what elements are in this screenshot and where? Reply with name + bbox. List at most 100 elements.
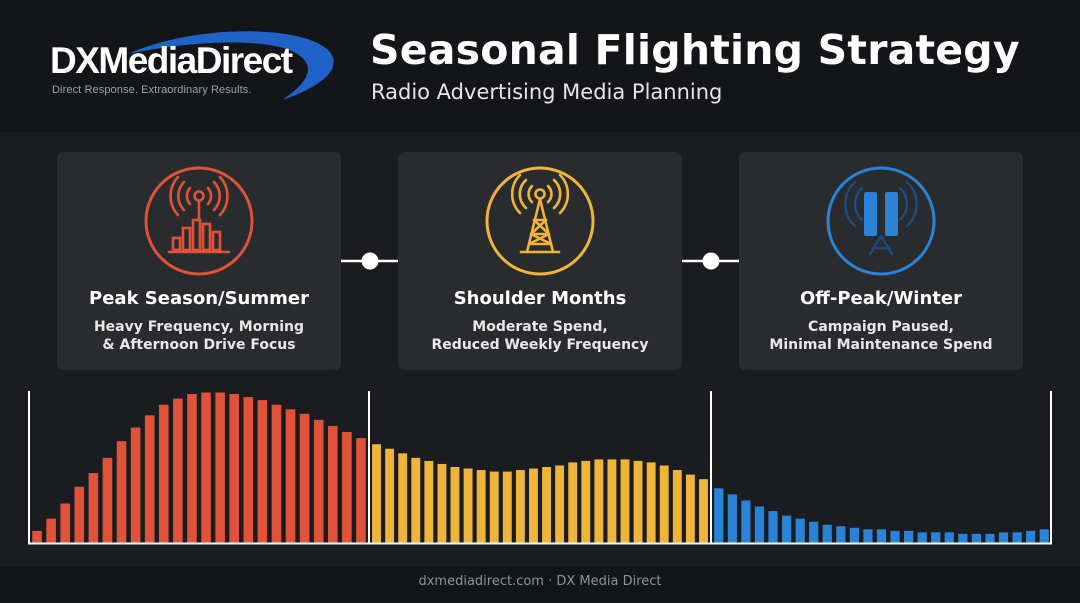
chart-bar bbox=[313, 419, 324, 543]
chart-bar bbox=[646, 462, 656, 543]
chart-bar bbox=[398, 453, 408, 543]
chart-bar bbox=[1039, 529, 1049, 543]
chart-bar bbox=[768, 511, 778, 543]
phase-card-peak: Peak Season/Summer Heavy Frequency, Morn… bbox=[57, 152, 341, 370]
chart-bar bbox=[74, 486, 85, 543]
flighting-bar-chart bbox=[28, 391, 1052, 545]
chart-bar bbox=[529, 468, 538, 543]
chart-bar bbox=[822, 524, 832, 543]
chart-bar bbox=[489, 471, 499, 543]
chart-bar bbox=[243, 397, 254, 543]
phase-description-line: Heavy Frequency, Morning bbox=[93, 319, 305, 335]
chart-bar bbox=[32, 530, 42, 543]
radio-signal-bars-icon bbox=[142, 164, 256, 278]
chart-bar bbox=[1026, 530, 1036, 543]
chart-bar bbox=[659, 465, 669, 543]
phase-description-line: Moderate Spend, bbox=[472, 319, 608, 335]
phase-description-line: Reduced Weekly Frequency bbox=[431, 337, 649, 353]
chart-bar bbox=[60, 503, 70, 543]
chart-bar bbox=[568, 462, 578, 543]
chart-bar bbox=[229, 394, 239, 543]
phase-description-line: Minimal Maintenance Spend bbox=[769, 337, 993, 353]
chart-bar bbox=[727, 494, 737, 543]
phase-description: Moderate Spend, Reduced Weekly Frequency bbox=[404, 318, 676, 354]
chart-bar bbox=[385, 448, 395, 543]
phase-title: Peak Season/Summer bbox=[89, 288, 309, 309]
chart-bar bbox=[201, 392, 211, 543]
chart-bar bbox=[476, 470, 486, 543]
chart-bar bbox=[795, 518, 805, 543]
chart-bar bbox=[328, 425, 338, 543]
chart-bar bbox=[502, 471, 512, 543]
chart-bar bbox=[372, 444, 381, 543]
page-subtitle: Radio Advertising Media Planning bbox=[371, 80, 723, 104]
chart-bar bbox=[424, 460, 434, 543]
footer-bar: dxmediadirect.com · DX Media Direct bbox=[0, 566, 1080, 603]
chart-bar bbox=[863, 529, 873, 543]
phase-description: Heavy Frequency, Morning & Afternoon Dri… bbox=[63, 318, 335, 354]
chart-bar bbox=[931, 532, 941, 543]
chart-bar bbox=[714, 488, 724, 543]
phase-description-line: & Afternoon Drive Focus bbox=[102, 337, 296, 353]
brand-logo: DXMediaDirect Direct Response. Extraordi… bbox=[44, 30, 344, 105]
chart-bar bbox=[257, 400, 268, 543]
chart-bar bbox=[754, 506, 765, 543]
chart-bar bbox=[299, 413, 310, 543]
chart-bar bbox=[515, 470, 525, 543]
chart-bar bbox=[998, 532, 1009, 543]
chart-bar bbox=[809, 521, 819, 543]
chart-bar bbox=[890, 530, 900, 543]
phase-card-off-peak: Off-Peak/Winter Campaign Paused, Minimal… bbox=[739, 152, 1023, 370]
chart-bar bbox=[594, 459, 604, 543]
chart-bar bbox=[555, 465, 565, 543]
chart-bar bbox=[215, 392, 225, 543]
chart-bar bbox=[173, 398, 183, 543]
chart-bar bbox=[876, 529, 887, 543]
chart-bar bbox=[116, 441, 127, 543]
brand-name: DXMediaDirect bbox=[50, 40, 293, 81]
chart-bar bbox=[904, 530, 914, 543]
chart-bar bbox=[450, 467, 460, 543]
radio-tower-icon bbox=[483, 164, 597, 278]
chart-bar bbox=[144, 415, 155, 543]
phase-title: Shoulder Months bbox=[453, 288, 627, 309]
chart-bar bbox=[1012, 532, 1022, 543]
paused-tower-icon bbox=[824, 164, 938, 278]
chart-bar bbox=[46, 518, 56, 543]
chart-bar bbox=[159, 404, 169, 543]
brand-tagline: Direct Response. Extraordinary Results. bbox=[52, 84, 252, 96]
chart-bar bbox=[342, 432, 352, 543]
page-title: Seasonal Flighting Strategy bbox=[370, 26, 1020, 74]
phase-card-shoulder: Shoulder Months Moderate Spend, Reduced … bbox=[398, 152, 682, 370]
chart-bar bbox=[88, 473, 99, 543]
chart-bar bbox=[463, 468, 473, 543]
chart-bar bbox=[356, 438, 366, 543]
chart-bar bbox=[672, 470, 682, 543]
chart-bar bbox=[607, 459, 617, 543]
chart-bar bbox=[741, 500, 751, 543]
chart-bar bbox=[633, 460, 643, 543]
chart-bar bbox=[437, 463, 447, 543]
chart-bar bbox=[620, 459, 630, 543]
chart-bar bbox=[971, 533, 982, 543]
header-bar: DXMediaDirect Direct Response. Extraordi… bbox=[0, 0, 1080, 132]
chart-bar bbox=[271, 404, 282, 543]
phase-description-line: Campaign Paused, bbox=[808, 319, 954, 335]
chart-bar bbox=[685, 474, 695, 543]
chart-bar bbox=[542, 467, 551, 543]
chart-bar bbox=[985, 533, 995, 543]
phase-description: Campaign Paused, Minimal Maintenance Spe… bbox=[745, 318, 1017, 354]
chart-bar bbox=[699, 479, 708, 543]
chart-bar bbox=[781, 515, 792, 543]
chart-bar bbox=[849, 527, 859, 543]
chart-bar bbox=[102, 457, 113, 543]
chart-bar bbox=[285, 409, 296, 543]
timeline-connector bbox=[341, 252, 399, 270]
chart-bar bbox=[917, 532, 927, 543]
chart-bar bbox=[411, 457, 421, 543]
timeline-connector bbox=[682, 252, 740, 270]
chart-bar bbox=[836, 526, 846, 543]
footer-text: dxmediadirect.com · DX Media Direct bbox=[418, 574, 662, 589]
chart-bar bbox=[958, 533, 968, 543]
chart-bar bbox=[944, 532, 954, 543]
